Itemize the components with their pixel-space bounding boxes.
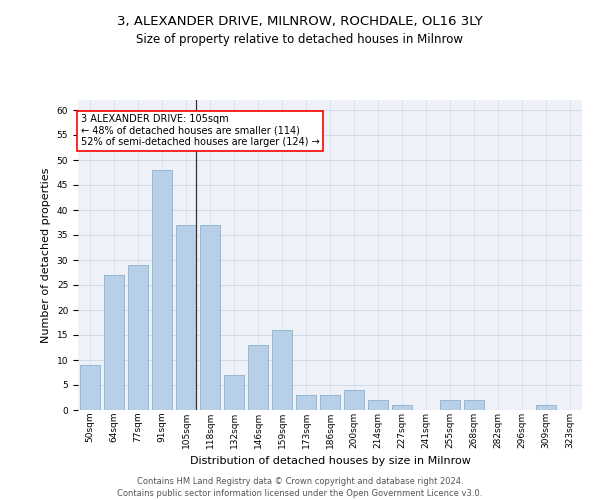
Bar (536, 405, 556, 410)
Text: Size of property relative to detached houses in Milnrow: Size of property relative to detached ho… (137, 32, 464, 46)
Bar (368, 400, 388, 410)
Bar (392, 405, 412, 410)
Bar (176, 225, 196, 410)
Bar (320, 395, 340, 410)
Bar (104, 275, 124, 410)
Text: 3 ALEXANDER DRIVE: 105sqm
← 48% of detached houses are smaller (114)
52% of semi: 3 ALEXANDER DRIVE: 105sqm ← 48% of detac… (80, 114, 319, 147)
Text: Contains HM Land Registry data © Crown copyright and database right 2024.
Contai: Contains HM Land Registry data © Crown c… (118, 476, 482, 498)
Bar (80, 365, 100, 410)
Bar (224, 375, 244, 410)
X-axis label: Distribution of detached houses by size in Milnrow: Distribution of detached houses by size … (190, 456, 470, 466)
Bar (296, 395, 316, 410)
Bar (152, 170, 172, 410)
Bar (464, 400, 484, 410)
Bar (440, 400, 460, 410)
Bar (200, 225, 220, 410)
Y-axis label: Number of detached properties: Number of detached properties (41, 168, 51, 342)
Bar (344, 390, 364, 410)
Text: 3, ALEXANDER DRIVE, MILNROW, ROCHDALE, OL16 3LY: 3, ALEXANDER DRIVE, MILNROW, ROCHDALE, O… (117, 15, 483, 28)
Bar (272, 330, 292, 410)
Bar (248, 345, 268, 410)
Bar (128, 265, 148, 410)
